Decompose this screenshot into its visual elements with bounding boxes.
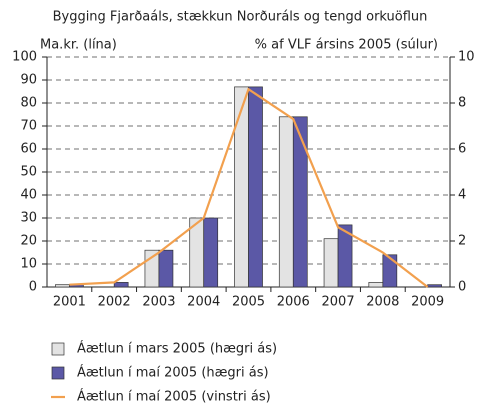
y-tick-label: 10 [20,257,37,272]
legend-label: Áætlun í maí 2005 (vinstri ás) [77,389,271,405]
y2-tick-label: 0 [458,280,466,295]
bar [337,224,353,288]
bar [144,249,160,288]
x-tick-label: 2001 [53,295,86,310]
bar [323,238,339,288]
y-tick-label: 50 [20,165,37,180]
chart-title: Bygging Fjarðaáls, stækkun Norðuráls og … [53,10,428,25]
x-tick-label: 2007 [322,295,355,310]
bar [234,86,249,288]
y2-tick-label: 6 [458,142,466,157]
x-tick-label: 2005 [232,295,265,310]
x-tick-label: 2008 [366,295,399,310]
legend-label: Áætlun í mars 2005 (hægri ás) [77,341,277,357]
legend-swatch [51,342,65,356]
y-axis-label: Ma.kr. (lína) [40,38,117,53]
y-tick-label: 90 [20,73,37,88]
y-tick-label: 0 [29,280,37,295]
bar [158,249,174,288]
y2-tick-label: 8 [458,96,466,111]
line-series [69,87,429,288]
bar [55,284,70,288]
bar [292,116,308,288]
x-tick-label: 2003 [142,295,175,310]
bar [248,86,263,288]
legend-label: Áætlun í maí 2005 (hægri ás) [77,365,269,381]
x-tick-label: 2004 [187,295,220,310]
bar [203,217,219,288]
y2-tick-label: 4 [458,188,466,203]
y-tick-label: 60 [20,142,37,157]
y-tick-label: 80 [20,96,37,111]
y2-axis-label: % af VLF ársins 2005 (súlur) [255,38,438,53]
bar [113,282,129,288]
legend-swatch [51,366,65,380]
bar [382,254,398,288]
y-tick-label: 40 [20,188,37,203]
bar [368,282,384,288]
x-tick-label: 2002 [98,295,131,310]
y-tick-label: 70 [20,119,37,134]
y2-tick-label: 2 [458,234,466,249]
bar [427,284,442,288]
y-tick-label: 20 [20,234,37,249]
y2-tick-label: 10 [458,50,475,65]
y-tick-label: 100 [12,50,37,65]
x-tick-label: 2009 [411,295,444,310]
x-tick-label: 2006 [277,295,310,310]
bar [278,116,294,288]
y-tick-label: 30 [20,211,37,226]
